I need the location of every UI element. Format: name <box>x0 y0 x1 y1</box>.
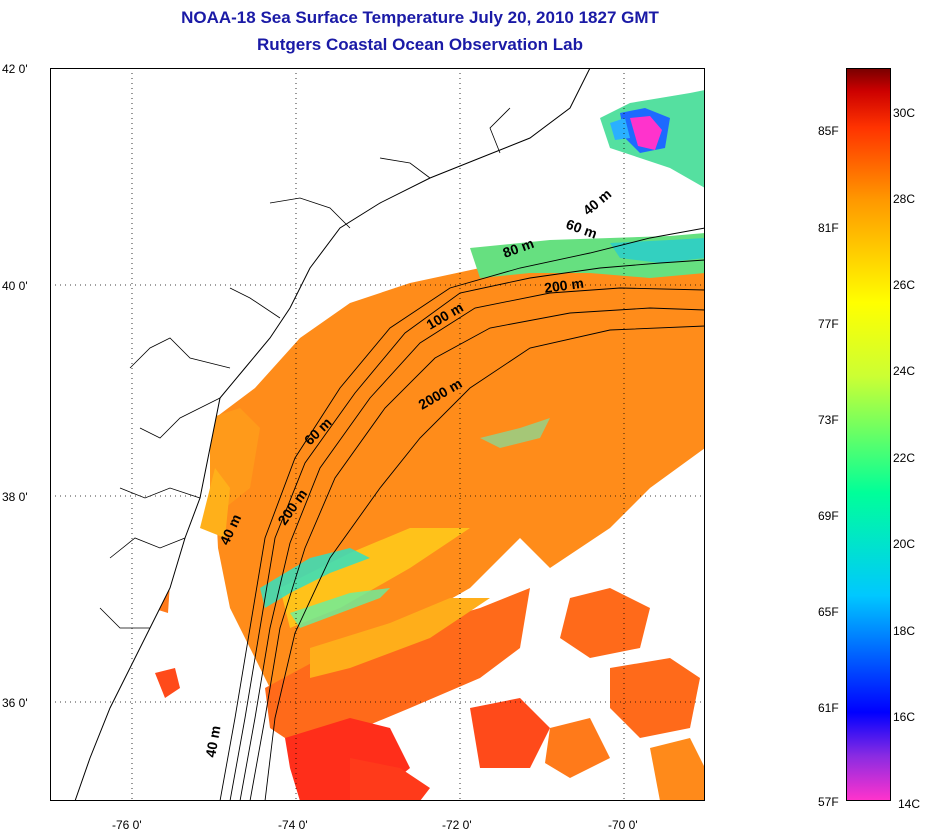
sst-cool-filament <box>260 548 370 608</box>
map-title: NOAA-18 Sea Surface Temperature July 20,… <box>181 8 659 27</box>
colorbar-c-label: 20C <box>893 537 916 551</box>
lon-label-70: -70 0' <box>608 818 638 832</box>
lon-label-76: -76 0' <box>112 818 142 832</box>
colorbar-c-label: 30C <box>893 106 916 120</box>
temperature-colorbar <box>846 68 891 801</box>
colorbar-c-label: 18C <box>893 624 916 638</box>
map-frame <box>50 68 705 801</box>
colorbar-f-label: 65F <box>818 605 839 619</box>
lat-label-42: 42 0' <box>2 62 28 76</box>
map-subtitle: Rutgers Coastal Ocean Observation Lab <box>257 35 583 54</box>
sst-map: 40 m 60 m 80 m 200 m 100 m 2000 m 60 m 4… <box>50 68 705 801</box>
contour-label: 200 m <box>543 275 585 296</box>
lon-label-74: -74 0' <box>278 818 308 832</box>
colorbar-f-label: 81F <box>818 221 839 235</box>
sst-hot-band <box>265 588 530 748</box>
lat-lon-grid <box>50 68 705 801</box>
lat-label-38: 38 0' <box>2 490 28 504</box>
colorbar-f-label: 85F <box>818 124 839 138</box>
lat-label-36: 36 0' <box>2 696 28 710</box>
colorbar-f-label: 69F <box>818 509 839 523</box>
colorbar-c-label: 14C <box>898 797 921 811</box>
land-mass <box>50 68 590 801</box>
colorbar-f-label: 61F <box>818 701 839 715</box>
lat-label-40: 40 0' <box>2 279 28 293</box>
colorbar-c-label: 28C <box>893 192 916 206</box>
colorbar-f-label: 77F <box>818 317 839 331</box>
colorbar-f-label: 57F <box>818 795 839 809</box>
colorbar-c-label: 26C <box>893 278 916 292</box>
lon-label-72: -72 0' <box>442 818 472 832</box>
colorbar-c-label: 24C <box>893 364 916 378</box>
colorbar-f-label: 73F <box>818 413 839 427</box>
bathymetry-contours <box>219 227 705 801</box>
contour-label: 40 m <box>202 724 223 758</box>
colorbar-c-label: 22C <box>893 451 916 465</box>
coastline <box>74 68 591 801</box>
colorbar-c-label: 16C <box>893 710 916 724</box>
